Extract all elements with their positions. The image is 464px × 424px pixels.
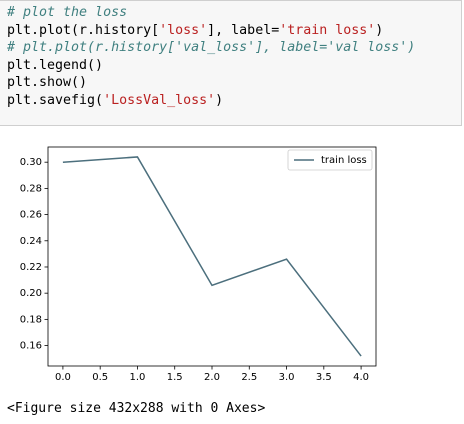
y-tick-label: 0.20 [20, 288, 42, 299]
code-line: plt.plot(r.history['loss'], label='train… [7, 22, 461, 40]
code-token: 'train loss' [279, 22, 376, 38]
x-tick-label: 0.0 [55, 372, 71, 383]
x-tick-label: 3.5 [316, 372, 332, 383]
cell-output: <Figure size 432x288 with 0 Axes> [7, 401, 266, 416]
y-tick-label: 0.30 [20, 157, 42, 168]
x-tick-label: 0.5 [92, 372, 108, 383]
code-token: 'loss' [159, 22, 208, 38]
chart: 0.16 0.18 0.20 0.22 0.24 0.26 0.28 0.30 0.0 0.5 1.… [20, 146, 377, 383]
code-line: plt.savefig('LossVal_loss') [7, 92, 461, 110]
code-token: 'LossVal_loss' [103, 92, 216, 108]
y-tick-label: 0.26 [20, 210, 42, 221]
code-token: plt.plot(r.history[ [7, 22, 160, 38]
y-tick-label: 0.18 [20, 314, 42, 325]
code-token: plt.show() [7, 75, 88, 91]
x-tick-label: 1.0 [130, 372, 146, 383]
x-tick-label: 2.5 [241, 372, 257, 383]
y-tick-label: 0.28 [20, 183, 42, 194]
legend-label: train loss [321, 155, 367, 166]
y-tick-label: 0.16 [20, 341, 42, 352]
x-tick-label: 3.0 [279, 372, 295, 383]
code-line: plt.show() [7, 74, 461, 92]
code-line: # plot the loss [7, 4, 461, 22]
code-token: # plot the loss [7, 5, 128, 20]
code-token: # plt.plot(r.history['val_loss'], label=… [7, 40, 416, 56]
code-token: ) [375, 22, 384, 38]
axes-frame [47, 146, 377, 367]
code-token: ) [215, 92, 224, 108]
legend-box [287, 149, 373, 171]
code-line: plt.legend() [7, 57, 461, 75]
y-tick-label: 0.24 [20, 236, 42, 247]
x-tick-label: 1.5 [167, 372, 183, 383]
line-series [62, 156, 362, 357]
y-tick-label: 0.22 [20, 262, 42, 273]
x-tick-label: 2.0 [204, 372, 220, 383]
code-token: plt.savefig( [7, 92, 104, 108]
code-line: # plt.plot(r.history['val_loss'], label=… [7, 39, 461, 57]
code-token: plt.legend() [7, 57, 104, 73]
code-cell[interactable]: # plot the loss plt.plot(r.history['loss'… [0, 0, 462, 126]
code-token: ], label= [207, 22, 280, 38]
x-tick-label: 4.0 [353, 372, 369, 383]
